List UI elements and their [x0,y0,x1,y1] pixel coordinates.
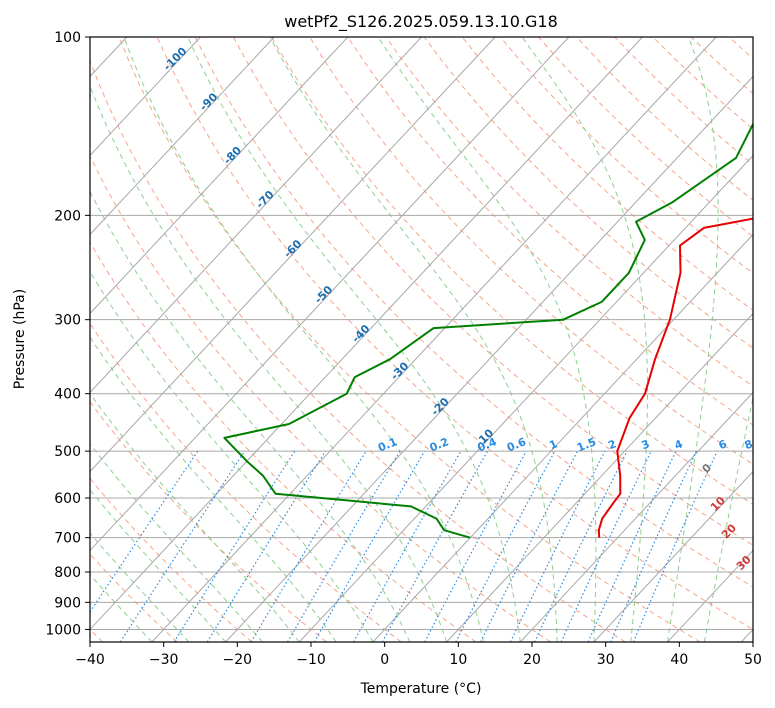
y-tick-label: 400 [54,387,81,403]
dry-adiabat-line [156,37,753,630]
moist-adiabat-line [90,84,448,642]
mixing-ratio-label: 3 [639,437,651,452]
plot-frame [89,36,754,643]
mixing-ratio-line [632,450,718,642]
mixing-ratio-line [173,450,296,642]
dry-adiabat-line [90,241,477,642]
isotherm-line [372,233,753,642]
mixing-ratio-line [509,450,606,642]
moist-adiabat-line [90,336,337,642]
moist-adiabat-line [667,37,719,642]
mixing-ratio-line [353,450,462,642]
x-tick-label: 30 [597,652,615,668]
x-tick-label: 0 [380,652,389,668]
chart-title: wetPf2_S126.2025.059.13.10.G18 [284,12,558,32]
mixing-ratio-lines [90,450,718,642]
y-axis-label: Pressure (hPa) [12,289,28,389]
x-tick-label: −20 [223,652,253,668]
y-tick-label: 700 [54,531,81,547]
y-tick-label: 800 [54,565,81,581]
dry-adiabat-line [90,477,253,642]
x-tick-label: 20 [523,652,541,668]
isotherm-line [446,312,753,642]
dry-adiabat-line [194,37,753,588]
moist-adiabat-line [521,37,648,642]
moist-adiabat-line [123,37,484,642]
mixing-ratio-line [90,450,199,613]
moist-adiabat-line [269,37,558,642]
moist-adiabat-line [90,573,153,642]
mixing-ratio-label: 1 [547,437,559,452]
y-tick-label: 900 [54,595,81,611]
y-tick-label: 600 [54,491,81,507]
mixing-ratio-line [250,450,367,642]
moist-adiabat-line [90,190,411,642]
y-tick-label: 200 [54,208,81,224]
y-tick-label: 500 [54,444,81,460]
isotherm-line [225,75,753,642]
y-axis-ticks: 100 200 300 400 500 600 700 800 900 1000 [45,30,90,638]
dewpoint-line [223,122,753,539]
isobars [90,37,753,630]
mixing-ratio-line [480,450,579,642]
isotherm-line [90,37,570,552]
isotherm-line [298,154,753,642]
isotherm-line [90,37,422,394]
isotherm-line [90,37,275,236]
temperature-line [597,217,753,538]
x-axis-ticks: −40 −30 −20 −10 0 10 20 30 40 50 [75,642,762,668]
moist-adiabat-line [90,270,374,642]
dry-adiabat-line [309,37,753,465]
isotherm-line [90,37,496,473]
moist-adiabats [90,37,753,642]
moist-adiabat-line [90,443,263,642]
x-tick-label: −10 [296,652,326,668]
x-tick-label: 50 [744,652,762,668]
mixing-ratio-line [381,450,489,642]
x-tick-label: 10 [449,652,467,668]
profile-series [223,122,753,539]
isotherm-line [519,391,753,642]
x-tick-label: −40 [75,652,105,668]
moist-adiabat-line [90,532,190,642]
moist-adiabat-line [90,489,226,642]
y-tick-label: 1000 [45,622,81,638]
dry-adiabat-line [90,155,551,642]
y-tick-label: 100 [54,30,81,46]
x-tick-label: −30 [149,652,179,668]
moist-adiabat-line [187,37,521,642]
isotherms [90,37,753,642]
isotherm-line [593,470,753,642]
dry-adiabat-line [423,37,753,349]
isotherm-line [90,37,643,631]
isotherm-line [90,37,201,157]
moist-adiabat-line [377,37,597,642]
mixing-ratio-line [206,450,327,642]
isotherm-line [90,37,349,315]
x-tick-label: 40 [670,652,688,668]
mixing-ratio-label: 2 [606,437,618,452]
dry-adiabat-line [90,60,626,642]
mixing-ratio-label: 8 [743,437,755,452]
moist-adiabat-line [704,395,753,642]
mixing-ratio-line [610,450,698,642]
plot-area: -100-90-80-70-60-50-40-30-20-100.1 0.2 0.4… [90,37,755,642]
x-axis-label: Temperature (°C) [360,681,482,697]
mixing-ratio-line [424,450,527,642]
isotherm-line [151,37,717,642]
y-tick-label: 300 [54,313,81,329]
mixing-ratio-line [119,450,246,642]
